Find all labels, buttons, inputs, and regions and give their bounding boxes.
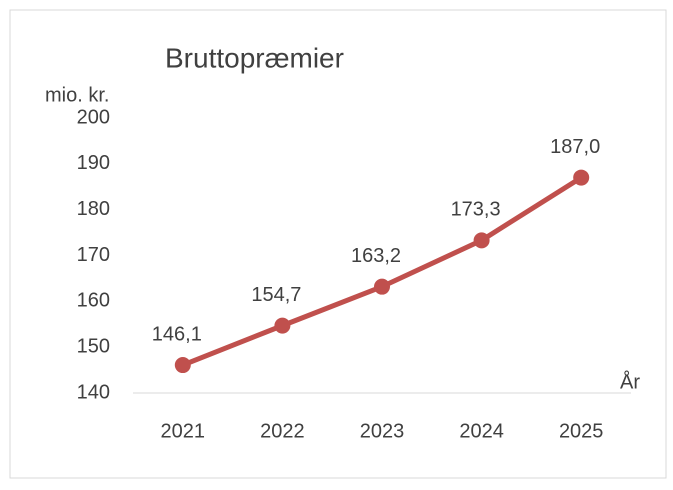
point [573,169,590,186]
chart-title: Bruttopræmier [165,42,344,73]
x-tick-label: 2023 [360,420,405,442]
x-tick-label: 2024 [459,420,504,442]
point [174,357,191,374]
point [374,278,390,295]
y-tick-label: 200 [77,106,110,128]
point [274,317,291,334]
data-label: 163,2 [351,245,401,267]
y-tick-label: 140 [77,381,110,403]
data-label: 187,0 [550,136,600,158]
y-tick-label: 160 [77,290,110,312]
y-tick-label: 150 [77,335,110,357]
x-tick-label: 2022 [260,420,305,442]
y-tick-label: 170 [77,244,110,266]
y-axis-label: mio. kr. [45,84,109,106]
y-tick-label: 180 [77,198,110,220]
data-label: 146,1 [152,323,202,345]
chart-frame [9,9,667,479]
x-tick-label: 2021 [161,420,206,442]
data-label: 154,7 [251,284,301,306]
x-tick-label: 2025 [559,420,604,442]
y-tick-label: 190 [77,152,110,174]
data-label: 173,3 [451,199,501,221]
x-axis-label: År [620,370,640,393]
point [473,232,490,249]
